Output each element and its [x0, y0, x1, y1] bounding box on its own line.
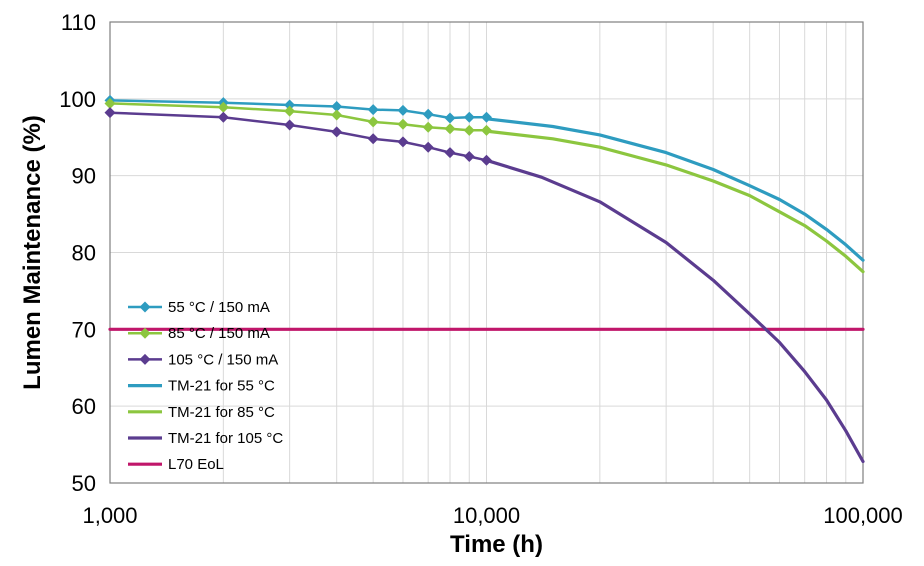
legend-swatch-marker [139, 301, 151, 313]
series-line [108, 111, 488, 162]
data-point [284, 105, 296, 117]
series-layer [104, 94, 865, 464]
y-tick-label: 80 [72, 241, 96, 266]
series-line [484, 129, 865, 274]
plot-area-border [109, 21, 864, 484]
data-point [444, 147, 456, 159]
data-point [367, 104, 379, 116]
legend-label: L70 EoL [168, 456, 224, 473]
data-point [331, 101, 343, 113]
legend-label: 85 °C / 150 mA [168, 325, 270, 342]
y-tick-label: 110 [61, 10, 96, 35]
series-line [108, 102, 488, 132]
data-point [444, 112, 456, 124]
data-point [331, 126, 343, 138]
y-axis-title: Lumen Maintenance (%) [19, 115, 46, 390]
data-point [463, 111, 475, 123]
data-point [104, 107, 116, 119]
grid [109, 21, 864, 484]
data-point [422, 108, 434, 120]
legend-label: TM-21 for 105 °C [168, 430, 283, 447]
x-tick-label: 100,000 [823, 503, 903, 528]
data-point [481, 124, 492, 136]
data-point [367, 133, 379, 145]
data-point [331, 109, 343, 121]
data-point [463, 150, 475, 162]
series-line [484, 117, 865, 262]
data-point [422, 141, 434, 153]
data-point [481, 154, 492, 166]
data-point [463, 124, 475, 136]
data-point [481, 111, 492, 123]
data-point [284, 99, 296, 111]
series-line [484, 158, 865, 464]
series-line [108, 99, 488, 120]
legend-swatch-marker [139, 353, 151, 365]
legend-label: 105 °C / 150 mA [168, 351, 278, 368]
y-tick-labels: 50 60 70 80 90 100 110 [59, 10, 96, 496]
data-point [284, 119, 296, 131]
data-point [397, 104, 409, 116]
legend: 55 °C / 150 mA 85 °C / 150 mA 105 °C / 150… [128, 299, 283, 473]
x-tick-label: 10,000 [453, 503, 520, 528]
data-point [397, 118, 409, 130]
legend-swatch-marker [139, 327, 151, 339]
y-tick-label: 90 [72, 164, 96, 189]
data-point [422, 121, 434, 133]
legend-label: TM-21 for 55 °C [168, 378, 275, 395]
x-tick-labels: 1,000 10,000 100,000 [82, 503, 902, 528]
data-point [217, 101, 229, 113]
data-point [367, 116, 379, 128]
data-point [444, 123, 456, 135]
legend-label: TM-21 for 85 °C [168, 404, 275, 421]
data-point [397, 136, 409, 148]
legend-label: 55 °C / 150 mA [168, 299, 270, 316]
y-tick-label: 70 [72, 317, 96, 342]
x-axis-title: Time (h) [450, 531, 543, 558]
y-tick-label: 100 [59, 87, 96, 112]
data-point [104, 97, 116, 109]
x-tick-label: 1,000 [82, 503, 137, 528]
data-point [217, 111, 229, 123]
y-tick-label: 60 [72, 394, 96, 419]
y-tick-label: 50 [72, 471, 96, 496]
